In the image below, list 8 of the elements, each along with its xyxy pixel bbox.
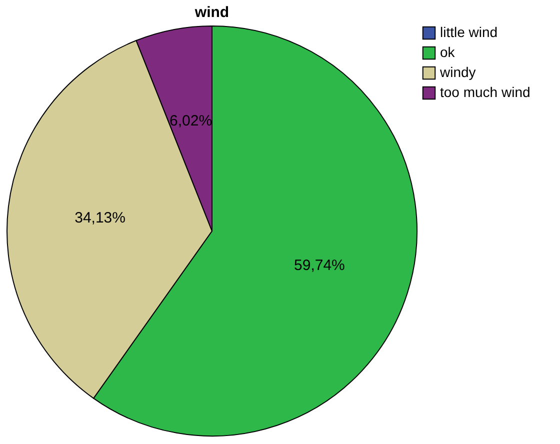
legend-label: too much wind — [440, 84, 530, 100]
data-label: 6,02% — [170, 112, 212, 130]
legend-label: windy — [439, 64, 476, 80]
data-label: 34,13% — [74, 210, 126, 227]
data-label: 59,74% — [294, 257, 345, 274]
legend-label: little wind — [440, 24, 498, 40]
chart-title: wind — [194, 4, 230, 21]
legend-label: ok — [440, 44, 456, 60]
